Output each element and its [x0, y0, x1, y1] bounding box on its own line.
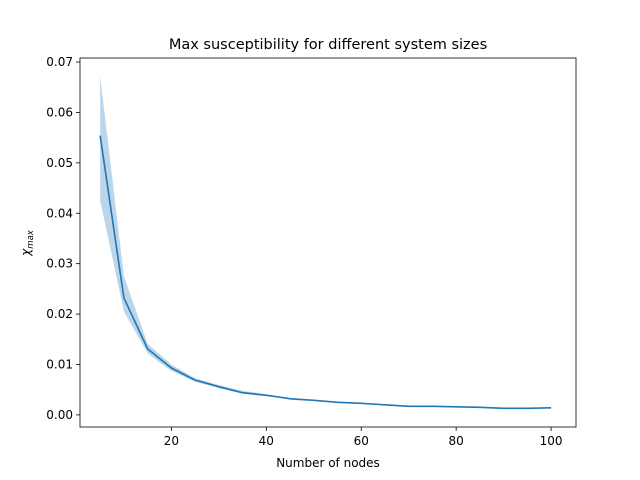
axes-frame	[79, 57, 577, 428]
x-tick-label: 20	[164, 434, 179, 448]
y-tick-label: 0.02	[46, 307, 73, 321]
y-tick-label: 0.05	[46, 156, 73, 170]
x-tick-label: 60	[354, 434, 369, 448]
x-tick-label: 100	[540, 434, 563, 448]
y-tick-label: 0.00	[46, 408, 73, 422]
y-axis-label-base: χ	[19, 248, 33, 257]
y-tick-label: 0.07	[46, 55, 73, 69]
series-line	[99, 135, 552, 410]
chart-title: Max susceptibility for different system …	[169, 37, 487, 53]
plot-area	[99, 76, 552, 410]
x-axis-label: Number of nodes	[276, 456, 380, 470]
y-tick-label: 0.03	[46, 257, 73, 271]
y-axis-label-sub: max	[26, 229, 36, 248]
y-axis-label: χmax	[19, 229, 36, 257]
y-tick-label: 0.01	[46, 357, 73, 371]
x-axis-ticks: 20 40 60 80 100	[164, 427, 563, 448]
y-axis-ticks: 0.00 0.01 0.02 0.03 0.04 0.05 0.06 0.07	[46, 55, 80, 422]
x-tick-label: 80	[449, 434, 464, 448]
y-tick-label: 0.06	[46, 105, 73, 119]
y-tick-label: 0.04	[46, 206, 73, 220]
x-tick-label: 40	[259, 434, 274, 448]
